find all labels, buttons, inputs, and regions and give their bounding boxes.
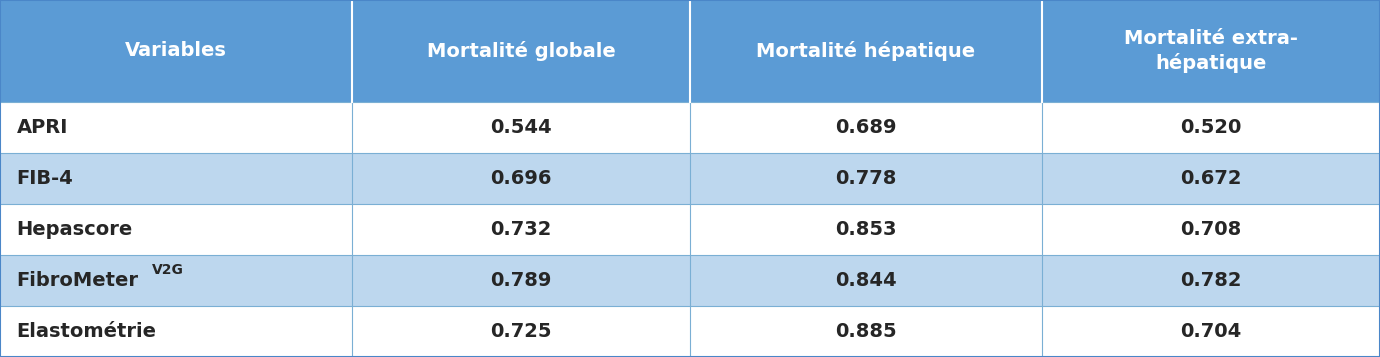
Text: Mortalité hépatique: Mortalité hépatique bbox=[756, 41, 976, 61]
Bar bbox=[0, 255, 1380, 306]
Text: 0.520: 0.520 bbox=[1180, 118, 1242, 137]
Text: 0.778: 0.778 bbox=[835, 169, 897, 188]
Text: Hepascore: Hepascore bbox=[17, 220, 132, 239]
Text: 0.732: 0.732 bbox=[490, 220, 552, 239]
Text: 0.885: 0.885 bbox=[835, 322, 897, 341]
Text: V2G: V2G bbox=[152, 263, 184, 277]
Text: 0.704: 0.704 bbox=[1180, 322, 1242, 341]
Text: 0.725: 0.725 bbox=[490, 322, 552, 341]
Text: 0.844: 0.844 bbox=[835, 271, 897, 290]
Text: APRI: APRI bbox=[17, 118, 68, 137]
Text: Mortalité extra-
hépatique: Mortalité extra- hépatique bbox=[1125, 29, 1297, 73]
Text: 0.789: 0.789 bbox=[490, 271, 552, 290]
Text: Variables: Variables bbox=[126, 41, 226, 60]
Text: FibroMeter: FibroMeter bbox=[17, 271, 138, 290]
Text: 0.689: 0.689 bbox=[835, 118, 897, 137]
Text: Elastométrie: Elastométrie bbox=[17, 322, 156, 341]
Text: 0.853: 0.853 bbox=[835, 220, 897, 239]
Text: 0.782: 0.782 bbox=[1180, 271, 1242, 290]
Bar bbox=[0, 153, 1380, 204]
Bar bbox=[0, 0, 1380, 102]
Text: FIB-4: FIB-4 bbox=[17, 169, 73, 188]
Bar bbox=[0, 306, 1380, 357]
Bar bbox=[0, 102, 1380, 153]
Bar bbox=[0, 204, 1380, 255]
Text: 0.672: 0.672 bbox=[1180, 169, 1242, 188]
Text: 0.696: 0.696 bbox=[490, 169, 552, 188]
Text: 0.708: 0.708 bbox=[1180, 220, 1242, 239]
Text: Mortalité globale: Mortalité globale bbox=[426, 41, 615, 61]
Text: 0.544: 0.544 bbox=[490, 118, 552, 137]
